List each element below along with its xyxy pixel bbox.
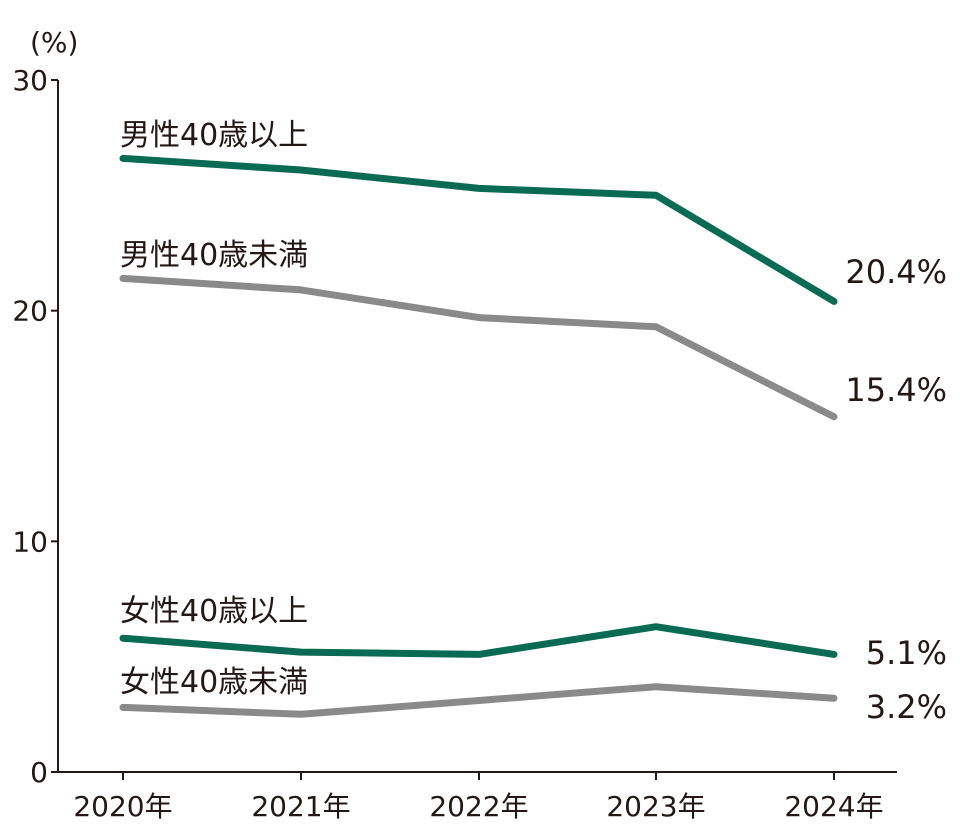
axes xyxy=(57,80,897,773)
end-value-label: 15.4% xyxy=(845,371,947,409)
x-tick-label: 2020年 xyxy=(73,790,172,823)
series-line xyxy=(119,623,838,658)
series-lines xyxy=(119,154,838,718)
series-line xyxy=(119,274,838,421)
series-name-label: 女性40歳未満 xyxy=(120,665,308,700)
series-line xyxy=(119,154,838,305)
x-tick-label: 2023年 xyxy=(606,790,705,823)
y-tick-label: 10 xyxy=(12,525,48,558)
y-tick-label: 30 xyxy=(12,64,48,97)
y-axis-unit-label: (%) xyxy=(30,26,78,59)
end-value-label: 20.4% xyxy=(845,253,947,291)
end-value-labels: 20.4% 15.4% 5.1% 3.2% xyxy=(845,253,947,726)
x-tick-label: 2024年 xyxy=(784,790,883,823)
series-name-label: 女性40歳以上 xyxy=(120,594,308,629)
x-tick-label: 2022年 xyxy=(429,790,528,823)
series-name-label: 男性40歳以上 xyxy=(120,118,308,153)
x-axis-ticks: 2020年 2021年 2022年 2023年 2024年 xyxy=(73,772,884,823)
y-axis-ticks: 0 10 20 30 xyxy=(12,64,58,789)
end-value-label: 5.1% xyxy=(866,634,947,672)
series-line xyxy=(119,683,838,718)
end-value-label: 3.2% xyxy=(866,688,947,726)
series-name-label: 男性40歳未満 xyxy=(120,238,308,273)
y-tick-label: 0 xyxy=(30,756,48,789)
y-tick-label: 20 xyxy=(12,295,48,328)
x-tick-label: 2021年 xyxy=(251,790,350,823)
